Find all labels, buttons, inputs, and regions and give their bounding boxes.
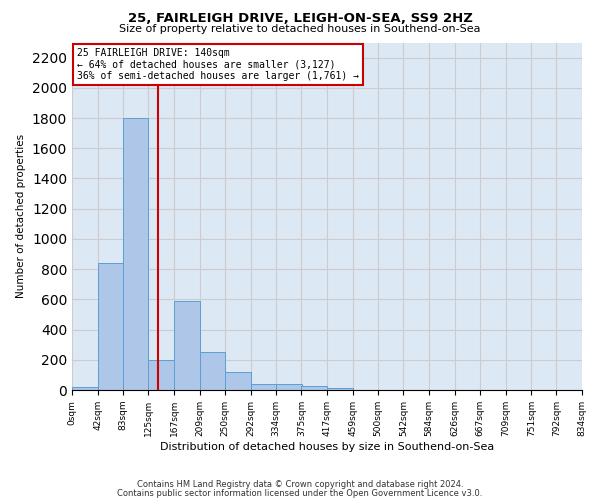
Bar — [327, 388, 353, 390]
Text: 25 FAIRLEIGH DRIVE: 140sqm
← 64% of detached houses are smaller (3,127)
36% of s: 25 FAIRLEIGH DRIVE: 140sqm ← 64% of deta… — [77, 48, 359, 81]
Text: Size of property relative to detached houses in Southend-on-Sea: Size of property relative to detached ho… — [119, 24, 481, 34]
Y-axis label: Number of detached properties: Number of detached properties — [16, 134, 26, 298]
Bar — [123, 118, 148, 390]
Bar — [148, 360, 174, 390]
Text: Contains public sector information licensed under the Open Government Licence v3: Contains public sector information licen… — [118, 488, 482, 498]
Bar — [276, 384, 302, 390]
Bar — [98, 263, 124, 390]
Bar — [72, 387, 98, 390]
Text: Contains HM Land Registry data © Crown copyright and database right 2024.: Contains HM Land Registry data © Crown c… — [137, 480, 463, 489]
Bar — [200, 352, 226, 390]
Bar — [174, 301, 200, 390]
Bar — [251, 384, 276, 390]
X-axis label: Distribution of detached houses by size in Southend-on-Sea: Distribution of detached houses by size … — [160, 442, 494, 452]
Bar — [301, 386, 327, 390]
Bar — [225, 372, 251, 390]
Text: 25, FAIRLEIGH DRIVE, LEIGH-ON-SEA, SS9 2HZ: 25, FAIRLEIGH DRIVE, LEIGH-ON-SEA, SS9 2… — [128, 12, 472, 26]
